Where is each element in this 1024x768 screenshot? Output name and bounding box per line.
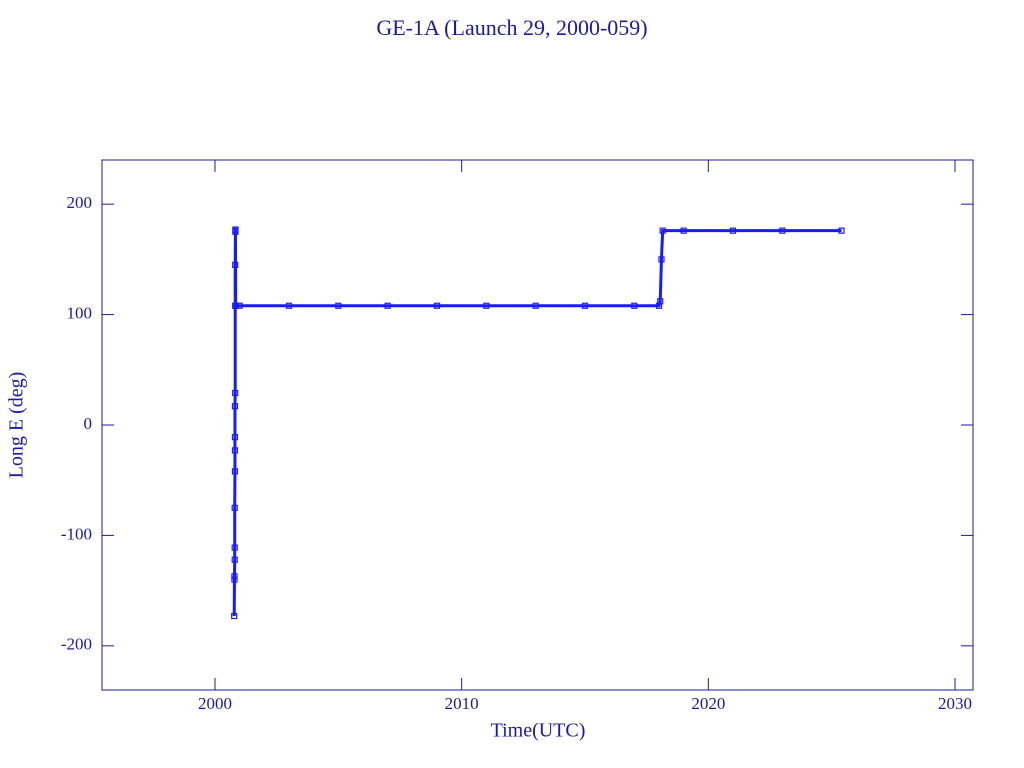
data-point xyxy=(335,302,342,309)
data-point xyxy=(231,447,239,454)
x-axis-label: Time(UTC) xyxy=(491,720,586,742)
data-point xyxy=(231,544,238,551)
data-point xyxy=(232,261,239,268)
y-tick-label: -100 xyxy=(61,524,92,543)
data-point xyxy=(532,302,539,309)
y-tick-label: 100 xyxy=(67,303,93,322)
data-point xyxy=(231,556,238,563)
y-tick-label: -200 xyxy=(61,635,92,654)
data-point xyxy=(231,612,238,620)
x-tick-label: 2030 xyxy=(938,694,972,713)
data-point xyxy=(779,227,786,234)
data-point xyxy=(680,227,687,234)
data-point xyxy=(483,302,490,309)
data-point xyxy=(231,403,239,410)
data-point xyxy=(231,434,239,441)
data-point xyxy=(658,256,665,263)
data-point xyxy=(581,302,589,309)
data-point xyxy=(657,298,664,305)
data-point xyxy=(384,302,391,309)
data-point xyxy=(285,302,293,309)
y-tick-label: 200 xyxy=(67,193,93,212)
data-point xyxy=(232,389,239,397)
y-tick-label: 0 xyxy=(84,414,93,433)
data-point xyxy=(232,302,239,309)
y-axis-label: Long E (deg) xyxy=(6,372,28,479)
data-point xyxy=(232,227,239,234)
data-point xyxy=(231,504,238,511)
data-point xyxy=(236,302,243,309)
x-tick-label: 2000 xyxy=(198,694,232,713)
data-point xyxy=(231,468,239,475)
data-point xyxy=(231,576,238,583)
data-point xyxy=(729,227,737,234)
chart-title: GE-1A (Launch 29, 2000-059) xyxy=(376,15,647,40)
data-line xyxy=(232,229,842,617)
x-tick-label: 2020 xyxy=(691,694,725,713)
data-point xyxy=(231,573,238,580)
plot-frame xyxy=(101,159,974,691)
data-point xyxy=(838,227,845,234)
data-point xyxy=(659,227,666,234)
data-point xyxy=(631,302,638,309)
x-tick-label: 2010 xyxy=(445,694,479,713)
data-point xyxy=(433,302,441,309)
